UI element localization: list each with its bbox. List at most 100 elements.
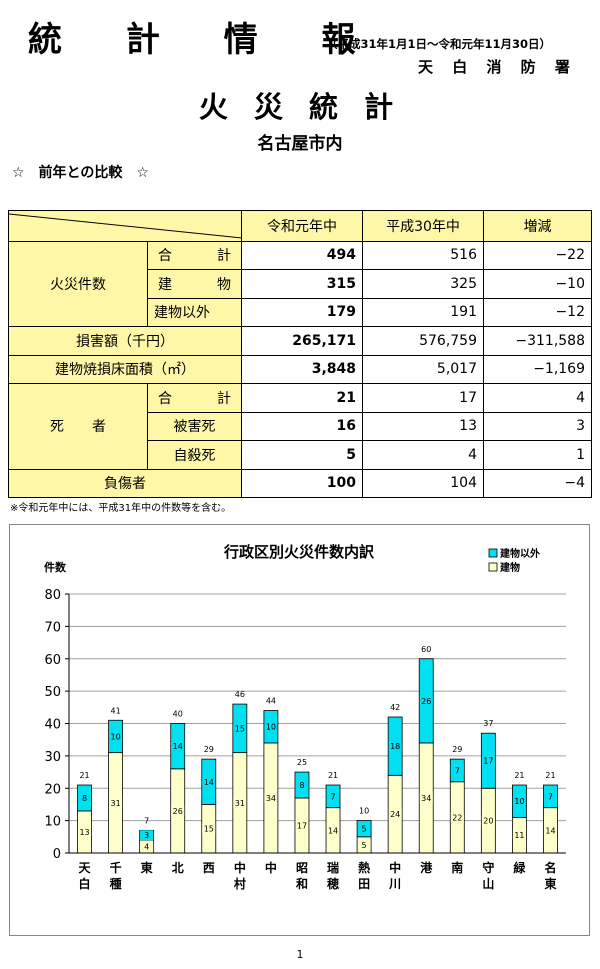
data-label: 10	[266, 723, 276, 732]
y-tick-label: 60	[44, 653, 61, 668]
legend-swatch-non-building	[488, 548, 498, 558]
period-text: （平成31年1月1日～令和元年11月30日）	[326, 37, 552, 51]
cell-value: 5,017	[362, 354, 484, 385]
cell-value: 21	[241, 383, 363, 413]
cell-value: 315	[241, 269, 363, 299]
data-label: 11	[514, 831, 524, 840]
data-label-bg	[171, 741, 185, 752]
total-label: 46	[235, 690, 245, 699]
table-row: 建物以外 179 191 −12	[9, 297, 592, 328]
col-header-previous: 平成30年中	[362, 210, 484, 242]
data-label-bg	[481, 755, 495, 766]
y-tick-label: 50	[44, 685, 61, 700]
injured-label: 負傷者	[8, 468, 242, 498]
data-label-bg	[543, 825, 557, 836]
col-header-change: 増減	[483, 210, 592, 242]
data-label-bg	[388, 741, 402, 752]
table-note: ※令和元年中には、平成31年中の件数等を含む。	[10, 503, 232, 514]
main-title: 統 計 情 報	[28, 20, 382, 60]
category-label: 村	[234, 876, 246, 891]
data-label-bg	[450, 812, 464, 823]
y-axis-label: 件数	[44, 560, 67, 574]
category-label: 東	[544, 876, 556, 891]
cell-value: 4	[483, 383, 592, 413]
data-label-bg	[450, 765, 464, 776]
cell-value: 104	[362, 468, 484, 498]
floor-area-label: 建物焼損床面積（㎡）	[8, 354, 242, 385]
data-label: 7	[548, 792, 553, 801]
category-label: 天	[79, 861, 92, 875]
data-label-bg	[419, 792, 433, 803]
category-label: 中	[265, 860, 277, 875]
data-label: 31	[111, 799, 121, 808]
page-number: 1	[296, 948, 304, 961]
station-name: 天 白 消 防 署	[418, 58, 577, 76]
data-label: 14	[545, 826, 555, 835]
data-label: 8	[299, 781, 304, 790]
section-heading: ☆ 前年との比較 ☆	[12, 165, 149, 181]
data-label-bg	[326, 825, 340, 836]
data-label-bg	[481, 815, 495, 826]
cell-value: −1,169	[483, 354, 592, 385]
cell-value: −12	[483, 297, 592, 328]
total-label: 10	[359, 807, 369, 816]
diagonal-corner-cell	[8, 210, 242, 242]
col-header-current: 令和元年中	[241, 210, 363, 242]
cell-value: −22	[483, 240, 592, 271]
data-label-bg	[512, 830, 526, 841]
data-label: 4	[144, 843, 149, 852]
category-label: 熱	[358, 860, 370, 875]
category-label: 緑	[513, 860, 526, 875]
legend-label-building: 建物	[499, 561, 520, 574]
data-label: 3	[144, 831, 149, 840]
data-label: 26	[173, 807, 183, 816]
data-label-bg	[264, 721, 278, 732]
damage-label: 損害額（千円）	[8, 326, 242, 356]
cell-value: 3,848	[241, 354, 363, 385]
data-label-bg	[140, 841, 154, 852]
category-label: 和	[295, 876, 308, 891]
cell-value: 494	[241, 240, 363, 271]
data-label-bg	[171, 805, 185, 816]
cell-value: 13	[362, 411, 484, 442]
cell-value: 265,171	[241, 326, 363, 356]
data-label-bg	[295, 820, 309, 831]
data-label: 15	[204, 825, 214, 834]
table-row: 死 者 合計 21 17 4	[8, 383, 592, 470]
category-label: 川	[388, 877, 401, 891]
table-row: 被害死 16 13 3	[9, 411, 592, 442]
category-label: 白	[79, 876, 91, 891]
data-label-bg	[357, 823, 371, 834]
data-label: 7	[330, 792, 335, 801]
data-label: 14	[204, 778, 214, 787]
cell-value: 516	[362, 240, 484, 271]
total-label: 60	[421, 645, 431, 654]
table-row: 建物 315 325 −10	[9, 269, 592, 299]
total-label: 21	[545, 771, 555, 780]
cell-value: −4	[483, 468, 592, 498]
row-label: 建物以外	[147, 297, 242, 328]
data-label-bg	[543, 791, 557, 802]
y-tick-label: 30	[44, 750, 61, 765]
y-tick-label: 20	[44, 782, 61, 797]
cell-value: 1	[483, 440, 592, 470]
data-label: 20	[483, 817, 493, 826]
data-label-bg	[295, 780, 309, 791]
data-label-bg	[388, 809, 402, 820]
data-label: 5	[362, 825, 367, 834]
comparison-table: 令和元年中 平成30年中 増減 火災件数 合計 494 516 −22 建物 3…	[8, 210, 592, 498]
data-label-bg	[512, 796, 526, 807]
cell-value: −311,588	[483, 326, 592, 356]
legend-swatch-building	[488, 562, 498, 572]
row-label: 建物	[147, 269, 242, 299]
total-label: 44	[266, 697, 276, 706]
data-label: 26	[421, 697, 431, 706]
data-label-bg	[419, 695, 433, 706]
category-label: 港	[420, 860, 433, 875]
data-label-bg	[233, 723, 247, 734]
data-label: 17	[297, 821, 307, 830]
data-label: 7	[455, 766, 460, 775]
total-label: 21	[328, 771, 338, 780]
cell-value: 100	[241, 468, 363, 498]
y-tick-label: 0	[53, 847, 61, 862]
